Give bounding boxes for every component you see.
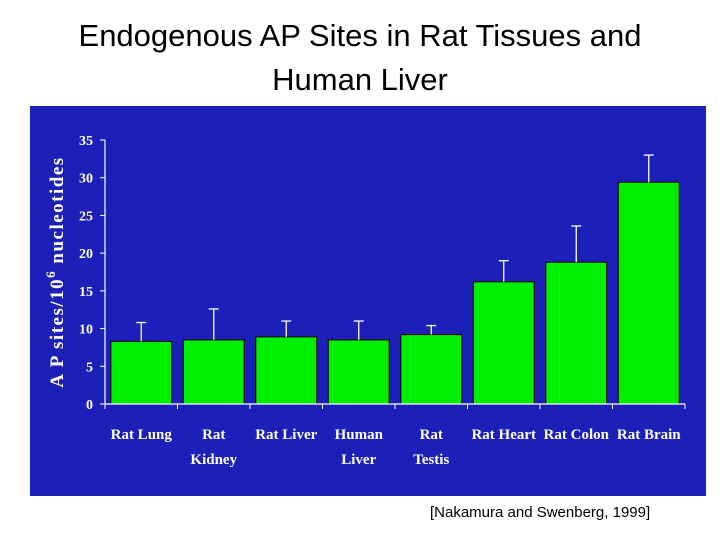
bar xyxy=(255,336,318,405)
citation: [Nakamura and Swenberg, 1999] xyxy=(430,504,651,521)
chart-panel: A P sites/106 nucleotides 0 5 10 15 20 25 30 35… xyxy=(30,106,706,496)
slide-title: Endogenous AP Sites in Rat Tissues and H… xyxy=(0,14,720,102)
y-axis-ticks: 0 5 10 15 20 25 30 35 xyxy=(79,134,105,413)
bar xyxy=(400,334,463,405)
y-tick-label: 20 xyxy=(79,247,93,262)
x-category-label: Rat Heart xyxy=(471,427,536,443)
x-category-label: Rat Kidney xyxy=(190,427,237,468)
y-axis-title: A P sites/106 nucleotides xyxy=(43,156,68,387)
bars xyxy=(110,181,680,405)
y-tick-label: 25 xyxy=(79,209,93,224)
y-axis-title-group: A P sites/106 nucleotides xyxy=(43,156,68,387)
bar xyxy=(182,339,245,405)
bar-chart: A P sites/106 nucleotides 0 5 10 15 20 25 30 35… xyxy=(43,134,686,468)
x-category-label: Rat Lung xyxy=(111,427,173,443)
bar xyxy=(472,281,535,405)
y-tick-label: 10 xyxy=(79,323,93,338)
y-tick-label: 35 xyxy=(79,134,93,149)
y-tick-label: 5 xyxy=(86,360,93,375)
bar xyxy=(327,339,390,405)
y-tick-label: 15 xyxy=(79,285,93,300)
y-tick-label: 30 xyxy=(79,172,93,187)
slide-title-line-1: Endogenous AP Sites in Rat Tissues and xyxy=(78,18,642,53)
y-tick-label: 0 xyxy=(86,398,93,413)
x-category-label: Rat Liver xyxy=(255,427,317,443)
slide-title-line-2: Human Liver xyxy=(272,62,448,97)
axes xyxy=(104,140,686,409)
bar xyxy=(545,261,608,405)
x-category-label: Rat Brain xyxy=(617,427,681,443)
bar xyxy=(110,340,173,405)
x-axis-labels: Rat Lung Rat Kidney Rat Liver Human Liver Rat T… xyxy=(111,427,682,468)
x-category-label: Rat Testis xyxy=(413,427,449,468)
x-category-label: Rat Colon xyxy=(544,427,610,443)
error-bars xyxy=(136,154,654,342)
bar xyxy=(617,181,680,405)
x-category-label: Human Liver xyxy=(335,427,384,468)
